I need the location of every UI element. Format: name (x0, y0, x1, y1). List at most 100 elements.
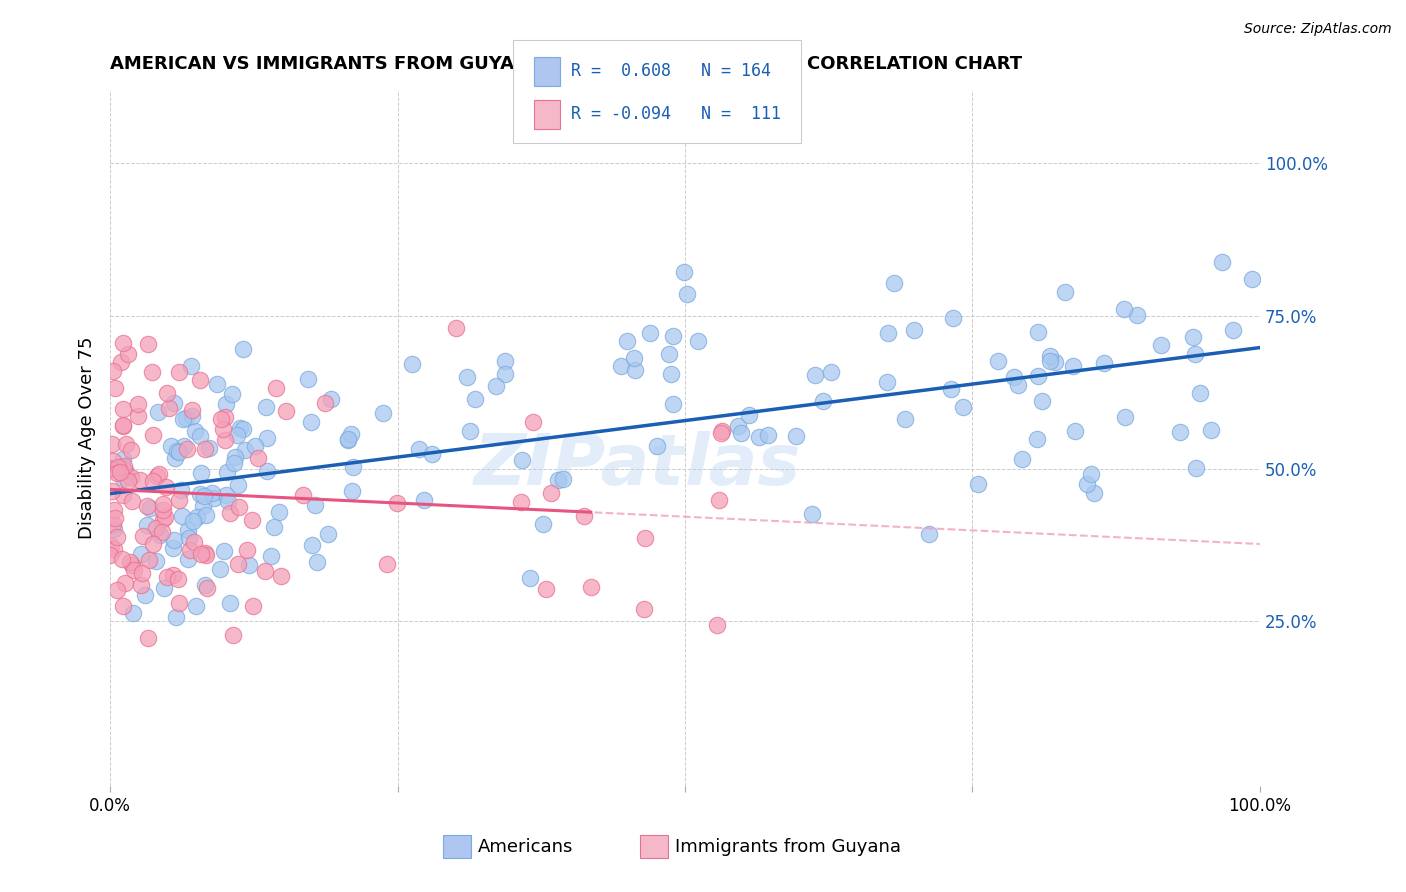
Point (375, 557, 398, 571)
Point (233, 443, 256, 458)
Point (1184, 347, 1206, 361)
Point (1240, 272, 1263, 286)
Point (804, 368, 827, 382)
Point (108, 465, 131, 479)
Point (153, 509, 176, 524)
Point (174, 411, 197, 425)
Point (112, 459, 135, 474)
Point (254, 564, 277, 578)
Point (267, 505, 290, 519)
Point (292, 488, 315, 502)
Point (876, 326, 898, 340)
Point (1031, 394, 1053, 409)
Point (633, 602, 655, 616)
Point (217, 494, 239, 508)
Point (136, 631, 159, 645)
Point (801, 507, 824, 521)
Text: R = -0.094   N =  111: R = -0.094 N = 111 (571, 105, 780, 123)
Point (180, 359, 202, 374)
Point (115, 436, 138, 450)
Point (110, 460, 132, 475)
Point (342, 484, 364, 499)
Point (103, 364, 125, 378)
Point (243, 439, 266, 453)
Point (111, 488, 134, 502)
Point (167, 572, 190, 586)
Point (160, 439, 183, 453)
Point (214, 396, 236, 410)
Point (136, 518, 159, 533)
Point (1083, 485, 1105, 500)
Point (785, 429, 807, 443)
Point (659, 367, 682, 381)
Point (942, 311, 965, 326)
Point (195, 508, 218, 522)
Point (177, 552, 200, 566)
Point (122, 563, 145, 577)
Point (299, 415, 322, 429)
Point (297, 372, 319, 386)
Point (105, 582, 128, 597)
Point (142, 536, 165, 550)
Point (246, 450, 269, 465)
Point (337, 433, 360, 447)
Point (610, 359, 633, 373)
Point (162, 541, 184, 556)
Point (111, 417, 134, 432)
Point (184, 424, 207, 438)
Point (148, 467, 170, 481)
Point (1188, 386, 1211, 401)
Point (179, 543, 201, 558)
Point (228, 421, 250, 435)
Point (170, 509, 193, 524)
Point (226, 428, 249, 442)
Point (129, 578, 152, 592)
Point (616, 334, 638, 348)
Point (107, 459, 129, 474)
Point (155, 481, 177, 495)
Point (194, 442, 217, 457)
Point (145, 521, 167, 535)
Point (190, 547, 212, 561)
Point (179, 532, 201, 546)
Point (226, 478, 249, 492)
Point (118, 555, 141, 569)
Point (1007, 377, 1029, 392)
Point (401, 357, 423, 371)
Point (662, 329, 685, 343)
Point (134, 588, 156, 602)
Point (264, 380, 287, 394)
Point (127, 409, 149, 423)
Point (112, 463, 135, 477)
Point (727, 418, 749, 433)
Point (111, 471, 134, 485)
Point (163, 396, 186, 410)
Point (1126, 308, 1149, 322)
Point (274, 404, 297, 418)
Point (146, 468, 169, 483)
Point (710, 424, 733, 438)
Point (188, 429, 211, 443)
Point (522, 415, 544, 429)
Point (219, 596, 242, 610)
Point (738, 409, 761, 423)
Point (165, 450, 187, 465)
Point (205, 377, 228, 392)
Point (186, 599, 208, 614)
Point (215, 488, 238, 502)
Point (939, 383, 962, 397)
Point (336, 432, 359, 446)
Point (114, 575, 136, 590)
Point (167, 596, 190, 610)
Point (129, 473, 152, 487)
Point (730, 425, 752, 440)
Point (156, 570, 179, 584)
Point (190, 467, 212, 481)
Point (167, 445, 190, 459)
Point (228, 500, 250, 515)
Point (662, 397, 685, 411)
Point (1092, 356, 1115, 370)
Point (129, 547, 152, 561)
Point (131, 566, 153, 580)
Point (111, 552, 134, 566)
